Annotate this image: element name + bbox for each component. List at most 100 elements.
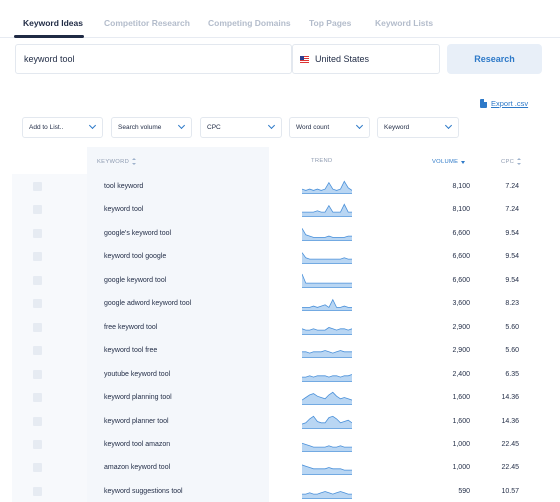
volume-cell: 590 bbox=[458, 487, 470, 495]
tab-top-pages[interactable]: Top Pages bbox=[309, 18, 352, 28]
trend-sparkline bbox=[302, 464, 352, 476]
trend-area bbox=[302, 443, 352, 452]
keyword-cell[interactable]: keyword tool bbox=[104, 206, 144, 214]
volume-cell: 6,600 bbox=[452, 253, 470, 261]
trend-sparkline bbox=[302, 298, 352, 312]
row-checkbox[interactable] bbox=[33, 299, 42, 309]
keyword-filter-dropdown[interactable]: Keyword bbox=[377, 117, 459, 138]
table-row: tool keyword 8,100 7.24 bbox=[0, 175, 560, 198]
keyword-cell[interactable]: keyword tool amazon bbox=[104, 440, 171, 448]
row-checkbox[interactable] bbox=[33, 346, 42, 356]
tab-keyword-lists[interactable]: Keyword Lists bbox=[375, 18, 434, 28]
keyword-cell[interactable]: google adword keyword tool bbox=[104, 300, 192, 308]
chevron-down-icon bbox=[177, 121, 186, 130]
table-row: google keyword tool 6,600 9.54 bbox=[0, 269, 560, 292]
trend-area bbox=[302, 465, 352, 476]
keyword-column-header[interactable]: KEYWORD bbox=[97, 158, 137, 165]
volume-cell: 2,900 bbox=[452, 323, 470, 331]
cpc-cell: 9.54 bbox=[505, 229, 519, 237]
row-checkbox[interactable] bbox=[33, 393, 42, 403]
trend-line bbox=[302, 415, 352, 424]
keyword-cell[interactable]: keyword planner tool bbox=[104, 417, 169, 425]
row-checkbox[interactable] bbox=[33, 275, 42, 285]
search-volume-dropdown[interactable]: Search volume bbox=[111, 117, 192, 138]
export-csv-link[interactable]: Export .csv bbox=[480, 99, 528, 108]
row-checkbox[interactable] bbox=[33, 252, 42, 262]
keyword-cell[interactable]: amazon keyword tool bbox=[104, 464, 171, 472]
country-select[interactable]: United States bbox=[292, 44, 440, 74]
keyword-cell[interactable]: google's keyword tool bbox=[104, 229, 172, 237]
trend-line bbox=[302, 391, 352, 401]
row-checkbox[interactable] bbox=[33, 369, 42, 379]
volume-cell: 8,100 bbox=[452, 183, 470, 190]
tab-keyword-ideas[interactable]: Keyword Ideas bbox=[23, 18, 83, 28]
volume-cell: 2,400 bbox=[452, 370, 470, 378]
cpc-cell: 14.36 bbox=[501, 417, 519, 425]
trend-line bbox=[302, 227, 352, 238]
row-checkbox[interactable] bbox=[33, 416, 42, 426]
volume-cell: 6,600 bbox=[452, 229, 470, 237]
table-row: keyword planner tool 1,600 14.36 bbox=[0, 410, 560, 433]
row-checkbox[interactable] bbox=[33, 182, 42, 191]
word-count-dropdown[interactable]: Word count bbox=[289, 117, 370, 138]
keyword-cell[interactable]: keyword tool free bbox=[104, 347, 158, 355]
trend-line bbox=[302, 252, 352, 260]
table-row: keyword tool google 6,600 9.54 bbox=[0, 245, 560, 268]
cpc-cell: 9.54 bbox=[505, 253, 519, 261]
trend-sparkline bbox=[302, 273, 352, 288]
volume-cell: 8,100 bbox=[452, 206, 470, 214]
row-checkbox[interactable] bbox=[33, 463, 42, 473]
keyword-filter-label: Keyword bbox=[384, 124, 410, 131]
keyword-cell[interactable]: keyword planning tool bbox=[104, 394, 172, 402]
trend-sparkline bbox=[302, 490, 352, 499]
cpc-column-header[interactable]: CPC bbox=[501, 158, 522, 165]
cpc-cell: 22.45 bbox=[501, 464, 519, 472]
cpc-cell: 5.60 bbox=[505, 347, 519, 355]
trend-line bbox=[302, 203, 352, 213]
table-row: free keyword tool 2,900 5.60 bbox=[0, 316, 560, 339]
trend-area bbox=[302, 252, 352, 265]
cpc-cell: 5.60 bbox=[505, 323, 519, 331]
sort-icon bbox=[132, 158, 137, 165]
keyword-cell[interactable]: google keyword tool bbox=[104, 276, 167, 284]
tab-bar: Keyword Ideas Competitor Research Compet… bbox=[0, 0, 560, 38]
volume-cell: 6,600 bbox=[452, 276, 470, 284]
trend-area bbox=[302, 374, 352, 382]
keyword-cell[interactable]: tool keyword bbox=[104, 183, 144, 190]
keyword-cell[interactable]: youtube keyword tool bbox=[104, 370, 171, 378]
table-row: keyword planning tool 1,600 14.36 bbox=[0, 386, 560, 409]
tab-competing-domains[interactable]: Competing Domains bbox=[208, 18, 291, 28]
cpc-header-label: CPC bbox=[501, 158, 515, 165]
cpc-dropdown[interactable]: CPC bbox=[200, 117, 282, 138]
row-checkbox[interactable] bbox=[33, 486, 42, 496]
table-row: keyword tool 8,100 7.24 bbox=[0, 198, 560, 221]
trend-header-label: TREND bbox=[311, 158, 333, 164]
row-checkbox[interactable] bbox=[33, 205, 42, 215]
row-checkbox[interactable] bbox=[33, 228, 42, 238]
checkbox-column-bg bbox=[12, 174, 87, 502]
research-button[interactable]: Research bbox=[447, 44, 542, 74]
trend-column-header: TREND bbox=[311, 158, 332, 164]
sort-icon bbox=[517, 158, 522, 165]
tab-competitor-research[interactable]: Competitor Research bbox=[104, 18, 190, 28]
volume-column-header[interactable]: VOLUME bbox=[432, 158, 466, 165]
row-checkbox[interactable] bbox=[33, 439, 42, 449]
active-tab-indicator bbox=[14, 35, 84, 38]
volume-header-label: VOLUME bbox=[432, 158, 459, 165]
trend-area bbox=[302, 491, 352, 499]
add-to-list-dropdown[interactable]: Add to List.. bbox=[22, 117, 103, 138]
keyword-search-input[interactable]: keyword tool bbox=[15, 44, 292, 74]
keyword-cell[interactable]: free keyword tool bbox=[104, 323, 158, 331]
trend-line bbox=[302, 273, 352, 284]
trend-sparkline bbox=[302, 203, 352, 218]
trend-sparkline bbox=[302, 350, 352, 359]
table-row: google's keyword tool 6,600 9.54 bbox=[0, 222, 560, 245]
cpc-cell: 22.45 bbox=[501, 440, 519, 448]
keyword-cell[interactable]: keyword suggestions tool bbox=[104, 487, 183, 495]
word-count-label: Word count bbox=[296, 124, 330, 131]
trend-sparkline bbox=[302, 415, 352, 429]
cpc-cell: 6.35 bbox=[505, 370, 519, 378]
row-checkbox[interactable] bbox=[33, 322, 42, 332]
trend-sparkline bbox=[302, 391, 352, 406]
keyword-cell[interactable]: keyword tool google bbox=[104, 253, 167, 261]
